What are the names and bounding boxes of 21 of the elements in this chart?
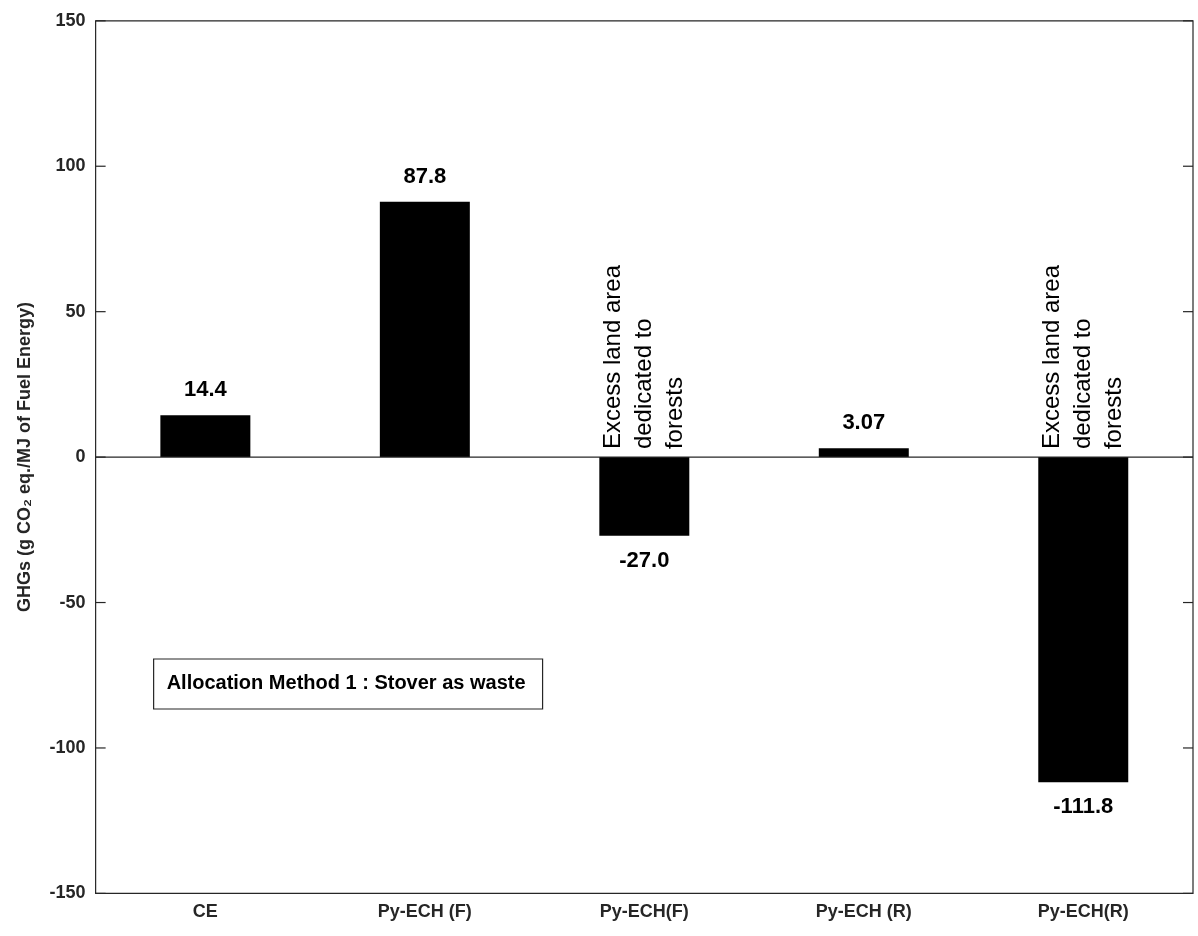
data-label: 87.8 <box>403 162 447 188</box>
x-tick-label: Py-ECH (F) <box>377 901 472 922</box>
y-tick-label: 150 <box>55 9 86 30</box>
x-tick-label: CE <box>192 901 218 922</box>
y-axis-title: GHGs (g CO₂ eq./MJ of Fuel Energy) <box>13 302 34 613</box>
data-label: -27.0 <box>619 546 670 572</box>
x-tick-label: Py-ECH(R) <box>1037 901 1129 922</box>
y-tick-label: -50 <box>59 591 86 612</box>
data-label: -111.8 <box>1053 793 1114 819</box>
data-label: 3.07 <box>842 409 886 435</box>
data-label: 14.4 <box>183 376 228 402</box>
x-tick-label: Py-ECH (R) <box>815 901 912 922</box>
x-tick-label: Py-ECH(F) <box>599 901 689 922</box>
y-tick-label: 50 <box>65 300 86 321</box>
annotation: Excess land area dedicated to forests <box>597 264 687 450</box>
y-tick-label: -100 <box>49 736 86 757</box>
y-tick-label: -150 <box>49 882 86 903</box>
annotation: Allocation Method 1 : Stover as waste <box>166 671 526 694</box>
y-tick-label: 100 <box>55 155 86 176</box>
annotation: Excess land area dedicated to forests <box>1036 264 1126 450</box>
y-tick-label: 0 <box>75 446 86 467</box>
